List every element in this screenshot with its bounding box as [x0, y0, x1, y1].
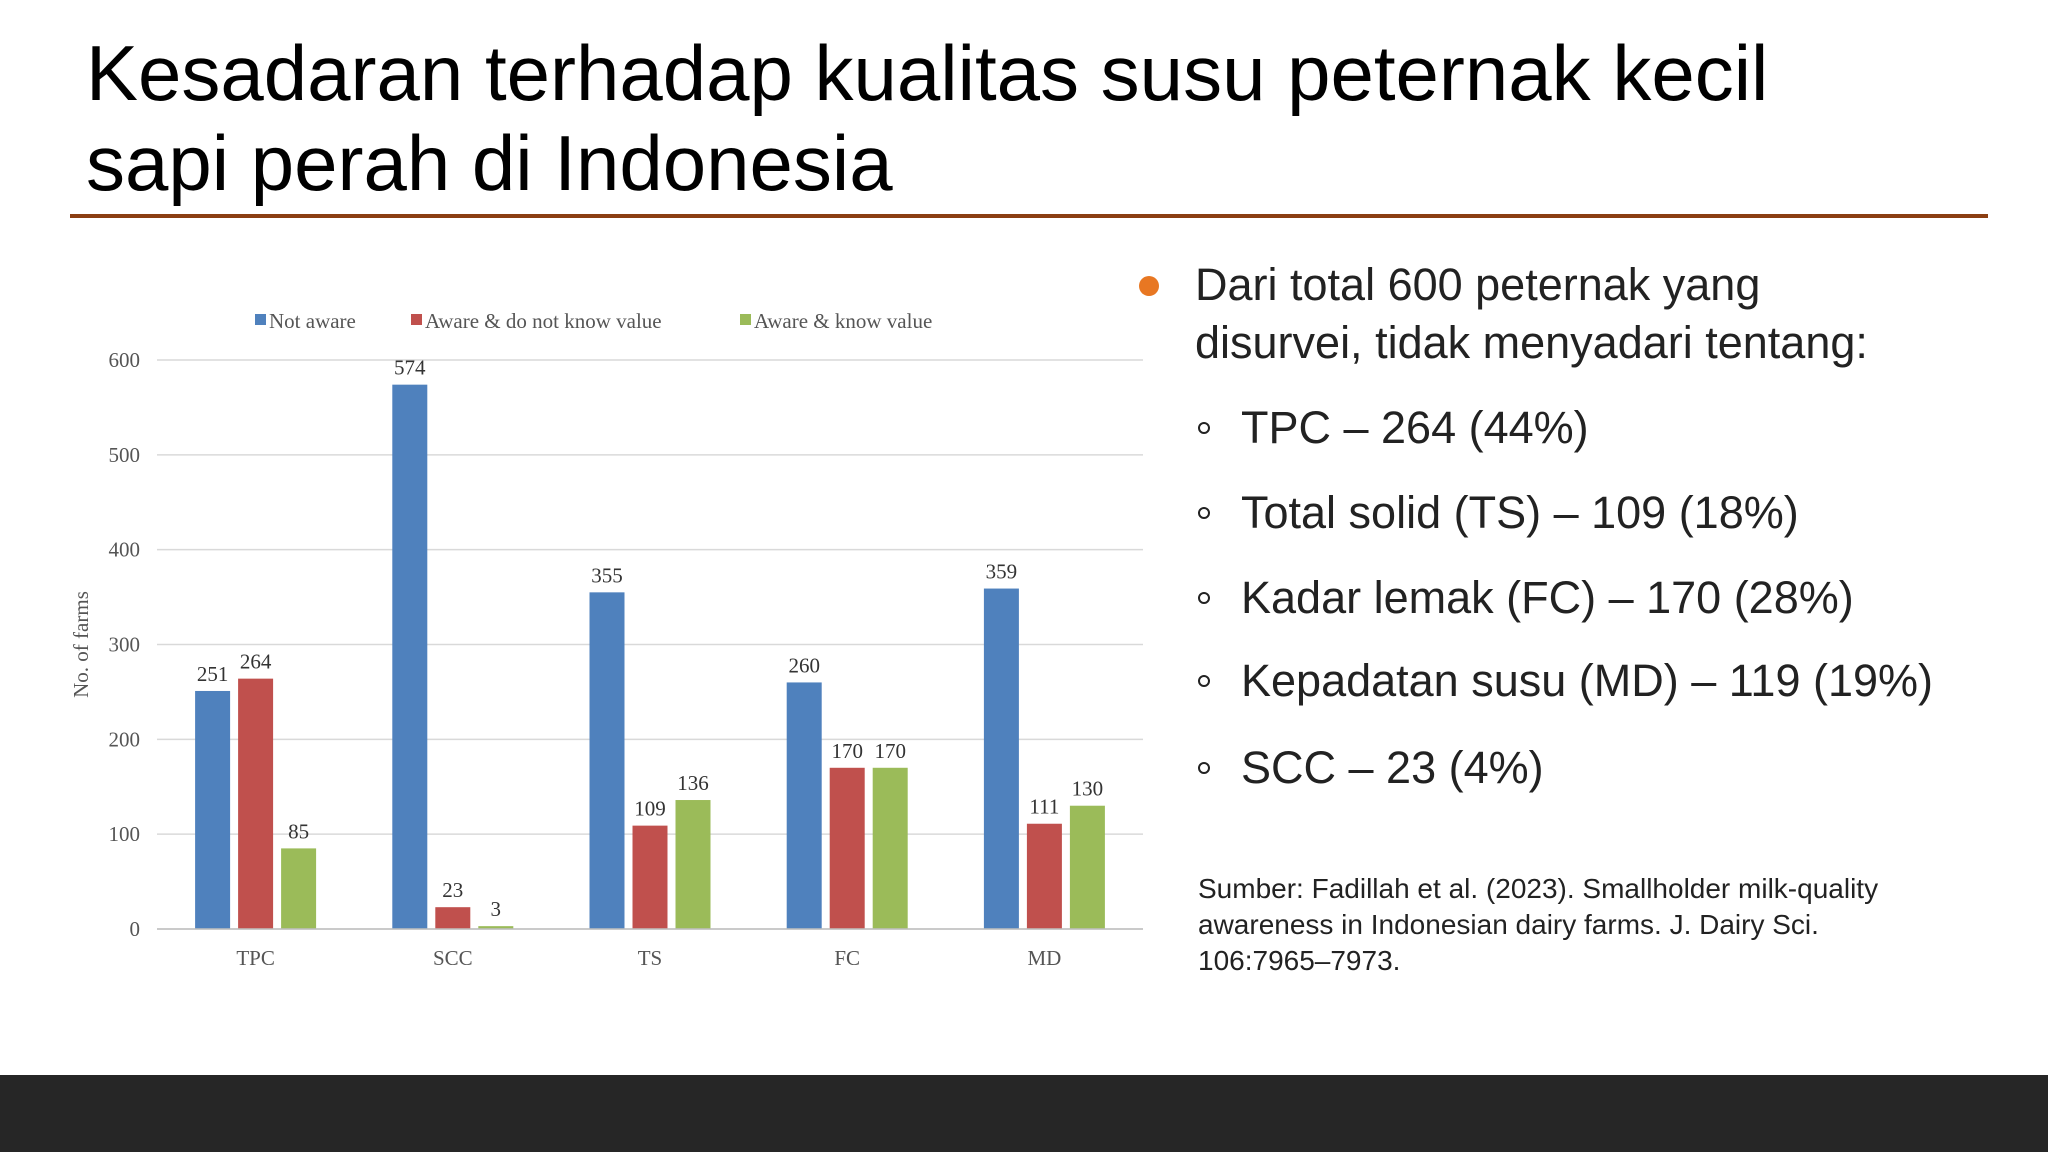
bar: [281, 848, 317, 929]
bar: [195, 690, 231, 929]
bar: [478, 926, 514, 929]
legend-swatch: [255, 314, 266, 325]
source: Sumber: Fadillah et al. (2023). Smallhol…: [1198, 873, 1878, 904]
data-label: 251: [197, 662, 229, 686]
y-axis-label: No. of farms: [69, 591, 93, 698]
bullet-item: Kadar lemak (FC) – 170 (28%): [1241, 572, 1854, 623]
x-tick-label: MD: [1027, 946, 1061, 970]
bar: [1026, 823, 1062, 929]
data-label: 574: [394, 356, 426, 380]
data-label: 111: [1029, 795, 1059, 819]
bullet-item: TPC – 264 (44%): [1241, 402, 1589, 453]
legend-label: Aware & do not know value: [425, 309, 662, 333]
bullet-intro: Dari total 600 peternak yang: [1195, 259, 1760, 310]
data-label: 23: [442, 878, 463, 902]
legend-swatch: [411, 314, 422, 325]
x-tick-label: TS: [638, 946, 663, 970]
title-line: sapi perah di Indonesia: [86, 119, 893, 207]
sub-bullets: [1198, 422, 1210, 774]
y-tick-label: 400: [109, 538, 141, 562]
data-label: 109: [634, 797, 666, 821]
bar: [435, 907, 471, 929]
bullet-dot: [1139, 276, 1159, 296]
source: 106:7965–7973.: [1198, 945, 1400, 976]
bar: [872, 767, 908, 929]
legend-label: Not aware: [269, 309, 356, 333]
source: awareness in Indonesian dairy farms. J. …: [1198, 909, 1819, 940]
y-tick-label: 0: [130, 917, 141, 941]
bar: [786, 682, 822, 929]
data-label: 264: [240, 650, 272, 674]
y-tick-label: 100: [109, 822, 141, 846]
bar: [675, 800, 711, 929]
bullet-item: SCC – 23 (4%): [1241, 742, 1544, 793]
bar: [392, 384, 428, 929]
y-tick-label: 200: [109, 727, 141, 751]
y-tick-label: 300: [109, 633, 141, 657]
data-label: 260: [788, 653, 820, 677]
chart: 0 100 200 300 400 500 600 No. of farms Not aware…: [69, 309, 1143, 970]
y-tick-label: 500: [109, 443, 141, 467]
bar: [1069, 805, 1105, 929]
bullet-item: Total solid (TS) – 109 (18%): [1241, 487, 1799, 538]
x-tick-label: TPC: [236, 946, 275, 970]
bar: [238, 678, 274, 929]
data-label: 170: [831, 739, 863, 763]
footer-bar: [0, 1075, 2048, 1152]
bar: [632, 825, 668, 929]
data-label: 170: [874, 739, 906, 763]
data-label: 130: [1072, 777, 1104, 801]
title-line: Kesadaran terhadap kualitas susu peterna…: [86, 29, 1768, 117]
data-label: 355: [591, 563, 623, 587]
bar: [829, 767, 865, 929]
legend-swatch: [740, 314, 751, 325]
x-tick-label: FC: [834, 946, 860, 970]
y-tick-label: 600: [109, 348, 141, 372]
legend-label: Aware & know value: [754, 309, 932, 333]
bar: [589, 592, 625, 929]
bullet-item: Kepadatan susu (MD) – 119 (19%): [1241, 655, 1933, 706]
bullet-intro: disurvei, tidak menyadari tentang:: [1195, 317, 1868, 368]
data-label: 136: [677, 771, 709, 795]
data-label: 3: [491, 897, 502, 921]
x-tick-label: SCC: [433, 946, 473, 970]
data-label: 359: [986, 560, 1018, 584]
data-label: 85: [288, 819, 309, 843]
bar: [983, 588, 1019, 929]
